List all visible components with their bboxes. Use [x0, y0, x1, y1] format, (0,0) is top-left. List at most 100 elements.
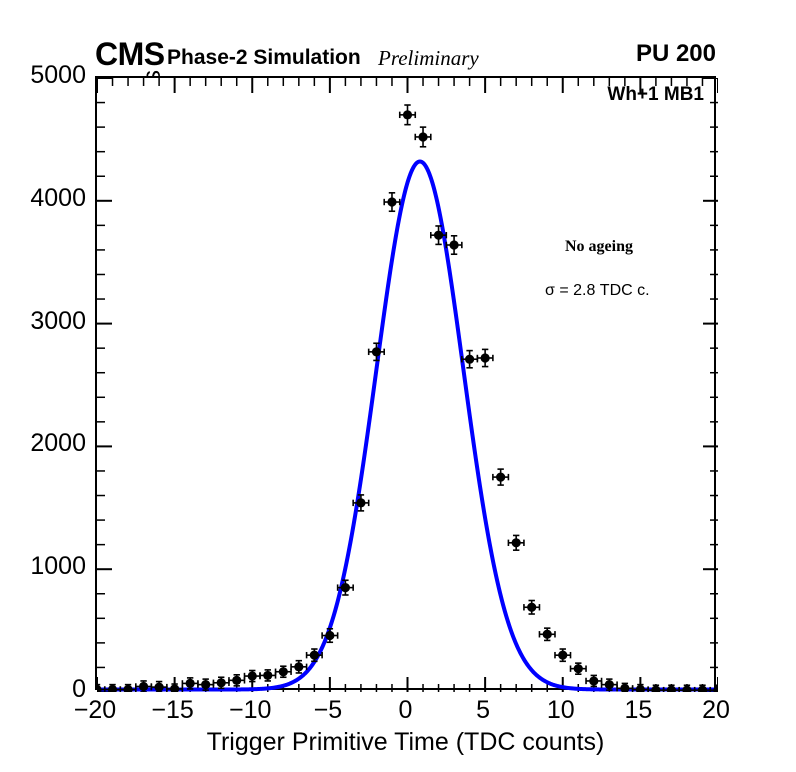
data-marker: [278, 667, 288, 677]
data-point: [693, 684, 712, 692]
data-point: [600, 678, 618, 691]
axis-ticks: [97, 78, 718, 692]
y-tick-label: 1000: [30, 552, 86, 581]
ageing-annotation: No ageing: [565, 238, 633, 255]
data-marker: [713, 685, 718, 692]
data-point: [445, 234, 463, 256]
y-tick-label: 4000: [30, 183, 86, 212]
data-marker: [620, 683, 630, 692]
plot-frame: Wh+1 MB1 No ageing σ = 2.8 TDC c.: [95, 76, 718, 692]
data-point: [274, 665, 292, 679]
data-marker: [480, 353, 490, 363]
data-marker: [232, 675, 242, 685]
data-point: [383, 192, 401, 213]
x-tick-label: 5: [476, 696, 491, 724]
x-tick-label: 0: [398, 696, 413, 724]
data-point: [212, 676, 230, 690]
data-marker: [263, 670, 273, 681]
data-marker: [107, 684, 118, 692]
data-marker: [589, 676, 599, 686]
data-point: [181, 677, 199, 690]
data-point: [429, 225, 448, 246]
plot-area: [97, 78, 718, 692]
data-point: [321, 627, 339, 644]
data-marker: [294, 662, 304, 672]
data-marker: [573, 664, 583, 674]
data-marker: [527, 602, 537, 612]
data-marker: [247, 671, 257, 681]
data-point: [290, 659, 308, 674]
data-marker: [185, 678, 195, 689]
y-tick-label: 3000: [30, 306, 86, 335]
data-point: [305, 648, 323, 663]
data-marker: [666, 685, 677, 692]
data-marker: [542, 629, 552, 639]
cms-header: CMS Phase-2 Simulation Preliminary PU 20…: [95, 36, 716, 74]
data-point: [585, 674, 603, 688]
data-point: [228, 674, 246, 687]
data-point: [352, 494, 370, 512]
data-point: [336, 579, 354, 596]
x-tick-label: −5: [313, 696, 343, 724]
data-point: [476, 348, 494, 368]
data-point: [243, 669, 261, 683]
data-point: [538, 627, 556, 642]
data-point: [166, 683, 184, 692]
data-marker: [697, 685, 708, 692]
x-axis-title: Trigger Primitive Time (TDC counts): [206, 728, 605, 756]
data-marker: [418, 132, 428, 142]
data-marker: [402, 110, 413, 120]
data-point: [461, 349, 479, 369]
cms-logo: CMS: [95, 36, 165, 72]
data-point: [507, 534, 525, 551]
data-marker: [511, 538, 521, 548]
data-point: [523, 599, 541, 615]
cms-sublabel: Phase-2 Simulation: [167, 46, 361, 69]
data-marker: [201, 680, 211, 690]
data-marker: [356, 498, 366, 508]
y-tick-label: 2000: [30, 429, 86, 458]
data-marker: [558, 650, 568, 660]
data-point: [367, 342, 386, 362]
x-tick-label: −20: [73, 696, 117, 724]
pileup-label: PU 200: [635, 40, 716, 67]
data-marker: [325, 630, 335, 641]
data-marker: [340, 583, 350, 593]
data-marker: [433, 230, 444, 240]
data-marker: [682, 685, 692, 692]
data-marker: [97, 684, 102, 692]
data-marker: [170, 684, 180, 692]
data-marker: [465, 354, 475, 364]
data-point: [150, 680, 168, 692]
data-point: [259, 669, 277, 682]
y-tick-label: 5000: [30, 61, 86, 89]
data-marker: [496, 472, 506, 482]
data-marker: [138, 681, 149, 692]
sigma-annotation: σ = 2.8 TDC c.: [545, 282, 650, 299]
data-point: [554, 648, 572, 663]
data-marker: [371, 347, 382, 357]
data-marker: [216, 678, 226, 688]
data-marker: [651, 685, 661, 692]
data-point: [492, 468, 510, 486]
gaussian-fit-curve: [97, 159, 718, 692]
y-tick-label: 0: [72, 675, 86, 703]
data-point: [398, 104, 417, 126]
cms-preliminary-label: Preliminary: [378, 46, 479, 70]
data-point: [569, 662, 587, 675]
x-tick-label: −10: [229, 696, 272, 724]
data-points: [97, 104, 718, 692]
data-marker: [635, 684, 645, 692]
data-point: [709, 684, 718, 692]
data-marker: [154, 682, 164, 692]
data-marker: [387, 197, 397, 207]
data-marker: [604, 680, 614, 690]
x-tick-label: 15: [624, 696, 653, 724]
data-point: [414, 126, 432, 148]
data-marker: [449, 240, 459, 250]
x-tick-label: 10: [546, 696, 575, 724]
data-marker: [309, 650, 319, 660]
region-label: Wh+1 MB1: [607, 84, 704, 105]
x-tick-label: −15: [151, 696, 194, 724]
